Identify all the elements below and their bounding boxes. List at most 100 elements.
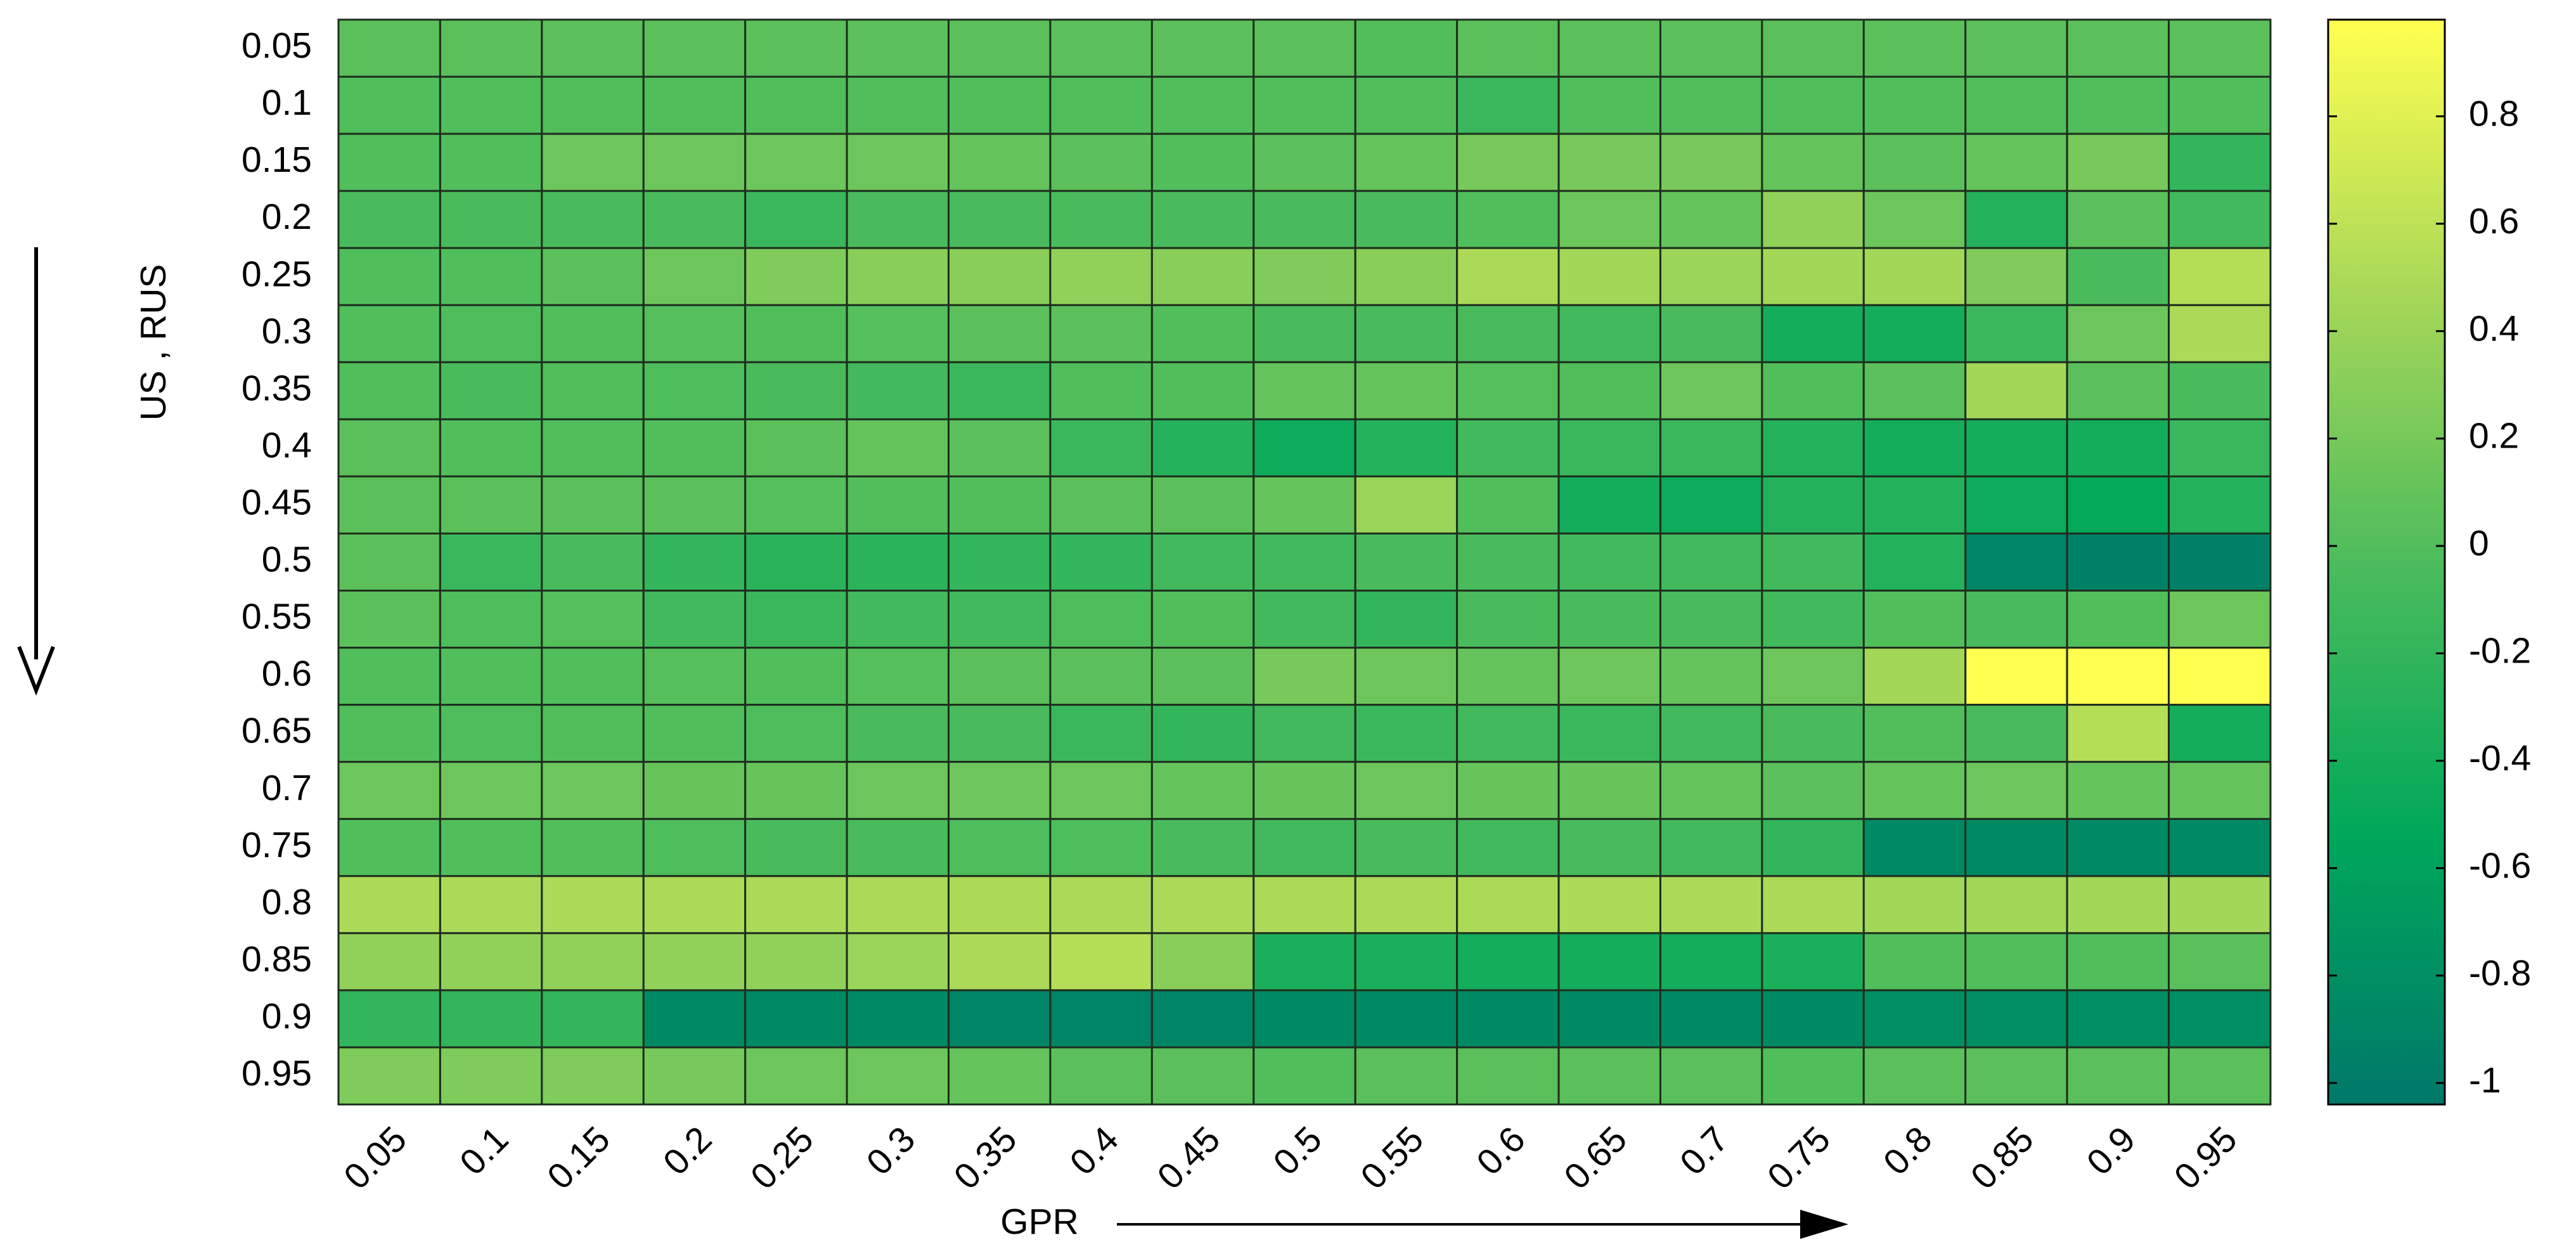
- heatmap-cell: [1150, 133, 1255, 192]
- heatmap-cell: [846, 590, 950, 649]
- heatmap-cell: [1659, 932, 1763, 992]
- heatmap-cell: [1862, 989, 1967, 1049]
- x-axis-label: GPR: [1000, 1201, 1079, 1242]
- heatmap-cell: [439, 418, 543, 477]
- heatmap-cell: [1456, 1046, 1560, 1106]
- heatmap-cell: [948, 190, 1052, 249]
- y-tick-label: 0.65: [242, 711, 312, 751]
- heatmap-cell: [642, 875, 747, 935]
- y-tick-label: 0.4: [262, 425, 312, 465]
- heatmap-cell: [1557, 818, 1661, 877]
- heatmap-cell: [1049, 875, 1153, 935]
- heatmap-cell: [1862, 361, 1967, 420]
- heatmap-cell: [846, 18, 950, 78]
- colorbar-tick-label: 0: [2469, 523, 2489, 564]
- heatmap-cell: [1761, 761, 1865, 820]
- x-tick-label: 0.4: [1062, 1119, 1126, 1183]
- heatmap-cell: [2168, 761, 2272, 820]
- heatmap-cell: [846, 361, 950, 420]
- heatmap-cell: [1964, 875, 2068, 935]
- colorbar-tick-label: -0.4: [2469, 738, 2531, 779]
- heatmap-cell: [2066, 647, 2170, 706]
- heatmap-cell: [439, 818, 543, 877]
- heatmap-cell: [1253, 190, 1356, 249]
- heatmap-cell: [1150, 190, 1255, 249]
- heatmap-cell: [541, 590, 645, 649]
- heatmap-cell: [2066, 18, 2170, 78]
- heatmap-cell: [1557, 1046, 1661, 1106]
- heatmap-cell: [2168, 418, 2272, 477]
- heatmap-cell: [1964, 190, 2068, 249]
- heatmap-cell: [948, 590, 1052, 649]
- heatmap-cell: [1354, 75, 1459, 135]
- y-tick-label: 0.1: [262, 82, 312, 123]
- x-tick-label: 0.95: [2167, 1119, 2245, 1198]
- heatmap-cell: [439, 761, 543, 820]
- heatmap-cell: [1253, 932, 1356, 992]
- heatmap-cell: [2168, 532, 2272, 592]
- heatmap-cell: [1049, 18, 1153, 78]
- heatmap-cell: [1761, 18, 1865, 78]
- heatmap-cell: [1456, 133, 1560, 192]
- heatmap-cell: [1557, 761, 1661, 820]
- heatmap-cell: [1761, 647, 1865, 706]
- heatmap-cell: [1253, 1046, 1356, 1106]
- heatmap-cell: [337, 475, 441, 534]
- x-arrow-head: [1800, 1210, 1848, 1239]
- heatmap-cell: [1354, 304, 1459, 363]
- heatmap-cell: [1253, 875, 1356, 935]
- heatmap-cell: [1659, 989, 1763, 1049]
- heatmap-cell: [744, 989, 848, 1049]
- heatmap-cell: [1659, 875, 1763, 935]
- heatmap-cell: [1557, 647, 1661, 706]
- heatmap-cell: [1659, 190, 1763, 249]
- heatmap-cell: [1049, 532, 1153, 592]
- heatmap-cell: [1557, 532, 1661, 592]
- heatmap-cell: [1253, 704, 1356, 763]
- heatmap-cell: [744, 875, 848, 935]
- heatmap-cell: [541, 361, 645, 420]
- heatmap-cell: [1354, 989, 1459, 1049]
- heatmap-cell: [642, 247, 747, 306]
- heatmap-cell: [1761, 247, 1865, 306]
- heatmap-cell: [1659, 361, 1763, 420]
- heatmap-cell: [439, 875, 543, 935]
- heatmap-cell: [1862, 532, 1967, 592]
- colorbar-gradient: [2327, 18, 2446, 1106]
- heatmap-cell: [1659, 418, 1763, 477]
- y-arrow: [17, 247, 55, 696]
- heatmap-cell: [1253, 304, 1356, 363]
- x-tick-label: 0.1: [452, 1119, 516, 1183]
- y-tick-label: 0.7: [262, 768, 312, 808]
- y-tick-label: 0.85: [242, 939, 312, 980]
- heatmap-cell: [846, 647, 950, 706]
- heatmap-cell: [1456, 75, 1560, 135]
- heatmap-cell: [2168, 590, 2272, 649]
- heatmap-cell: [2066, 875, 2170, 935]
- heatmap-cell: [642, 75, 747, 135]
- y-tick-label: 0.25: [242, 254, 312, 294]
- heatmap-cell: [337, 818, 441, 877]
- heatmap-cell: [846, 704, 950, 763]
- heatmap-cell: [846, 818, 950, 877]
- heatmap-cell: [948, 475, 1052, 534]
- heatmap-cell: [1049, 247, 1153, 306]
- heatmap-cell: [337, 133, 441, 192]
- heatmap-cell: [948, 247, 1052, 306]
- heatmap-cell: [1862, 190, 1967, 249]
- heatmap-cell: [948, 989, 1052, 1049]
- heatmap-cell: [1456, 532, 1560, 592]
- heatmap-cell: [1354, 190, 1459, 249]
- heatmap-cell: [1557, 932, 1661, 992]
- heatmap-cell: [642, 532, 747, 592]
- heatmap-cell: [846, 133, 950, 192]
- heatmap-cell: [541, 304, 645, 363]
- heatmap-cell: [1049, 647, 1153, 706]
- heatmap-cell: [1354, 932, 1459, 992]
- heatmap-cell: [1761, 590, 1865, 649]
- heatmap-cell: [1253, 18, 1356, 78]
- heatmap-cell: [1049, 361, 1153, 420]
- heatmap-cell: [1150, 875, 1255, 935]
- heatmap-cell: [948, 818, 1052, 877]
- heatmap-cell: [2066, 932, 2170, 992]
